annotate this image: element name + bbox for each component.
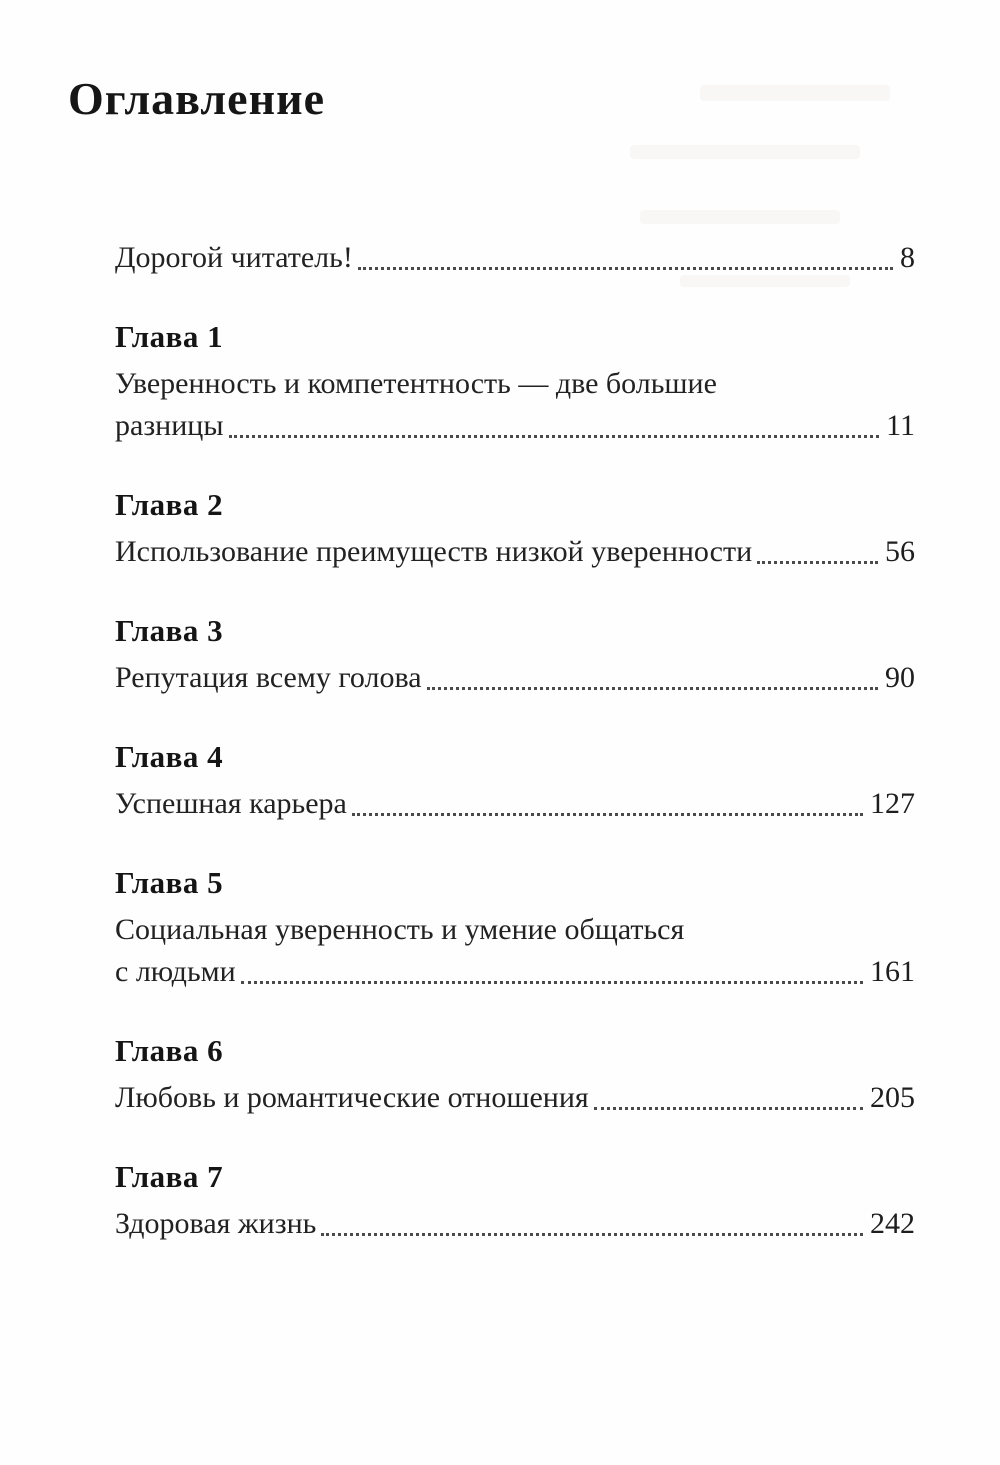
page-number: 205 <box>870 1080 915 1114</box>
toc-entry-row: с людьми 161 <box>115 951 915 993</box>
dot-leader <box>321 1232 863 1236</box>
toc-entry: Глава 3 Репутация всему голова 90 <box>115 613 915 699</box>
toc-entry-row: разницы 11 <box>115 405 915 447</box>
chapter-heading: Глава 2 <box>115 486 224 522</box>
entry-title: разницы <box>115 408 224 442</box>
entry-title: Репутация всему голова <box>115 660 422 694</box>
dot-leader <box>357 266 893 270</box>
scan-smudge <box>630 145 860 159</box>
dot-leader <box>351 812 863 816</box>
toc-entry-row: Дорогой читатель! 8 <box>115 237 915 279</box>
scan-smudge <box>700 85 890 101</box>
dot-leader <box>757 560 878 564</box>
entry-title-wrap: Социальная уверенность и умение общаться <box>115 912 685 946</box>
page-number: 56 <box>885 534 915 568</box>
chapter-heading: Глава 3 <box>115 612 224 648</box>
entry-title-wrap: Уверенность и компетентность — две больш… <box>115 366 717 400</box>
toc-entry-row: Успешная карьера 127 <box>115 783 915 825</box>
toc-entry: Глава 5 Социальная уверенность и умение … <box>115 865 915 993</box>
dot-leader <box>228 434 880 438</box>
chapter-heading: Глава 4 <box>115 738 224 774</box>
entry-title: с людьми <box>115 954 236 988</box>
table-of-contents: Дорогой читатель! 8 Глава 1 Уверенность … <box>115 237 915 1245</box>
toc-entry: Дорогой читатель! 8 <box>115 237 915 279</box>
page-number: 8 <box>900 240 915 274</box>
toc-entry-row: Любовь и романтические отношения 205 <box>115 1077 915 1119</box>
chapter-heading: Глава 5 <box>115 864 224 900</box>
entry-title: Любовь и романтические отношения <box>115 1080 589 1114</box>
page-number: 161 <box>870 954 915 988</box>
toc-entry: Глава 1 Уверенность и компетентность — д… <box>115 319 915 447</box>
chapter-heading: Глава 7 <box>115 1158 224 1194</box>
page-number: 242 <box>870 1206 915 1240</box>
entry-title: Здоровая жизнь <box>115 1206 317 1240</box>
toc-entry-row: Репутация всему голова 90 <box>115 657 915 699</box>
chapter-heading: Глава 1 <box>115 318 224 354</box>
dot-leader <box>426 686 878 690</box>
toc-entry-row: Использование преимуществ низкой уверенн… <box>115 531 915 573</box>
entry-title: Успешная карьера <box>115 786 347 820</box>
entry-title: Использование преимуществ низкой уверенн… <box>115 534 753 568</box>
chapter-heading: Глава 6 <box>115 1032 224 1068</box>
toc-entry: Глава 2 Использование преимуществ низкой… <box>115 487 915 573</box>
page-title: Оглавление <box>68 73 326 124</box>
toc-entry: Глава 7 Здоровая жизнь 242 <box>115 1159 915 1245</box>
page-number: 11 <box>886 408 915 442</box>
toc-entry: Глава 6 Любовь и романтические отношения… <box>115 1033 915 1119</box>
page-number: 90 <box>885 660 915 694</box>
entry-title: Дорогой читатель! <box>115 240 353 274</box>
toc-entry-row: Здоровая жизнь 242 <box>115 1203 915 1245</box>
page-number: 127 <box>870 786 915 820</box>
toc-entry: Глава 4 Успешная карьера 127 <box>115 739 915 825</box>
dot-leader <box>240 980 863 984</box>
scan-smudge <box>640 210 840 224</box>
dot-leader <box>593 1106 863 1110</box>
scan-smudge <box>680 275 850 287</box>
